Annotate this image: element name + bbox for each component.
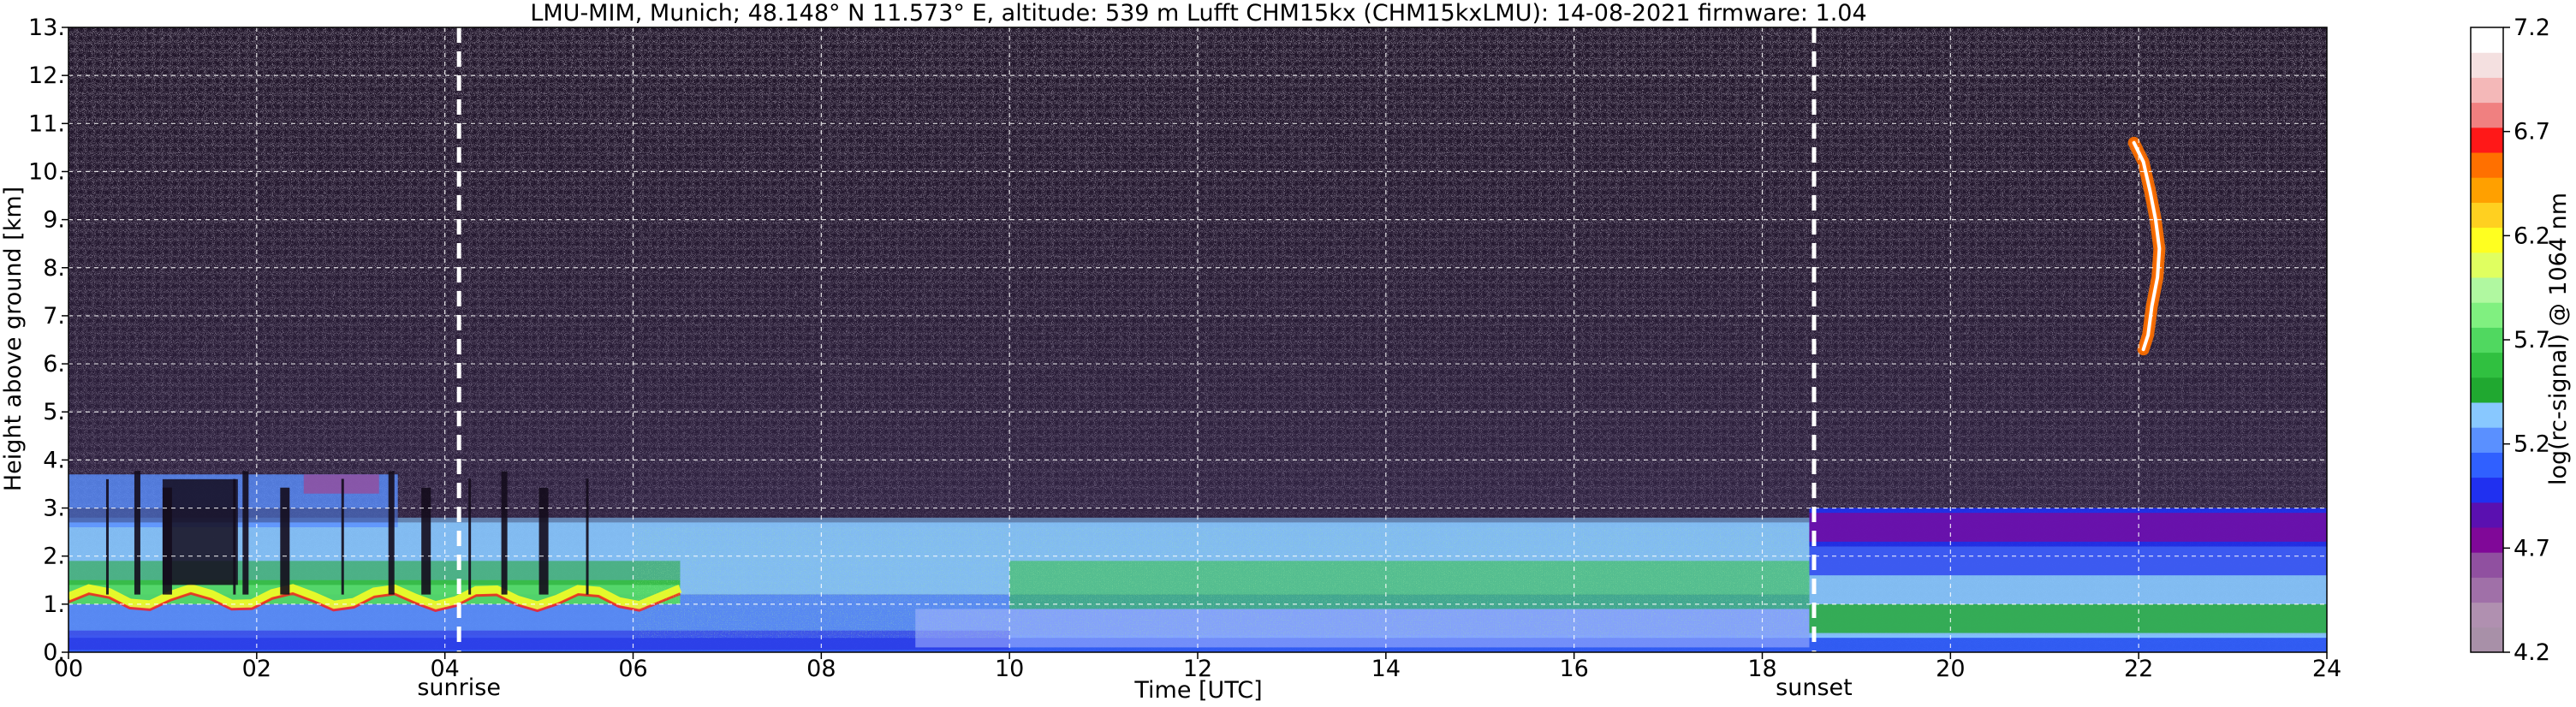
x-tick-label: 18 — [1747, 656, 1776, 682]
colorbar-swatch — [2471, 452, 2503, 478]
cirrus-cloud — [2127, 136, 2166, 356]
y-tick-label: 3. — [43, 496, 65, 522]
colorbar-label: log(rc-signal) @ 1064 nm — [2545, 193, 2572, 485]
y-tick-label: 5. — [43, 399, 65, 425]
x-tick-label: 20 — [1936, 656, 1965, 682]
x-axis-label: Time [UTC] — [1133, 677, 1262, 704]
colorbar-swatch — [2471, 227, 2503, 253]
colorbar-swatch — [2471, 327, 2503, 354]
colorbar-swatch — [2471, 27, 2503, 53]
colorbar-swatch — [2471, 152, 2503, 178]
colorbar-tick-label: 7.2 — [2514, 15, 2550, 41]
colorbar-swatch — [2471, 202, 2503, 229]
colorbar-tick-label: 4.2 — [2514, 639, 2550, 666]
green-noise — [633, 527, 1810, 639]
dark-streak — [162, 478, 238, 585]
x-tick-label: 04 — [430, 656, 459, 682]
chart-title: LMU-MIM, Munich; 48.148° N 11.573° E, al… — [530, 0, 1866, 27]
colorbar-swatch — [2471, 427, 2503, 453]
y-tick-label: 10. — [28, 158, 65, 185]
x-tick-label: 14 — [1371, 656, 1401, 682]
x-tick-label: 24 — [2312, 656, 2341, 682]
colorbar-swatch — [2471, 602, 2503, 628]
colorbar-swatch — [2471, 527, 2503, 553]
colorbar-swatch — [2471, 302, 2503, 328]
x-tick-label: 22 — [2124, 656, 2153, 682]
colorbar-swatch — [2471, 177, 2503, 203]
colorbar-swatch — [2471, 352, 2503, 378]
colorbar-swatch — [2471, 127, 2503, 153]
y-tick-label: 1. — [43, 591, 65, 618]
x-tick-label: 16 — [1559, 656, 1588, 682]
x-tick-label: 00 — [54, 656, 83, 682]
colorbar-swatch — [2471, 52, 2503, 78]
y-tick-label: 0. — [43, 639, 65, 666]
colorbar-tick-label: 6.7 — [2514, 119, 2550, 146]
colorbar-swatch — [2471, 377, 2503, 403]
x-axis: 00 02 04 06 08 10 12 14 16 18 20 22 24 — [54, 652, 2341, 682]
dark-streak — [134, 471, 140, 595]
layer-shading — [1809, 546, 2327, 576]
colorbar: 4.2 4.7 5.2 5.7 6.2 6.7 7.2 — [2470, 15, 2550, 666]
colorbar-swatch — [2471, 77, 2503, 104]
aerosol-band-line — [68, 584, 682, 610]
aerosol-band-edge — [68, 591, 681, 613]
x-tick-label: 02 — [242, 656, 271, 682]
x-tick-label: 06 — [618, 656, 647, 682]
dark-streak — [538, 487, 549, 595]
colorbar-swatch — [2471, 552, 2503, 578]
colorbar-tick-label: 5.7 — [2514, 327, 2550, 354]
y-tick-label: 4. — [43, 447, 65, 473]
layer-shading — [1809, 603, 2327, 633]
cirrus-center — [2132, 140, 2162, 352]
colorbar-swatch — [2471, 102, 2503, 128]
x-tick-label: 12 — [1183, 656, 1212, 682]
y-tick-label: 7. — [43, 303, 65, 330]
colorbar-swatch — [2471, 477, 2503, 503]
colorbar-tick-label: 4.7 — [2514, 535, 2550, 561]
layer-shading — [303, 474, 379, 494]
y-axis: 0. 1. 2. 3. 4. 5. 6. 7. 8. 9. 10. 11. 12. 13. — [28, 15, 68, 666]
grid-lines — [68, 27, 2327, 652]
dark-streak — [388, 471, 395, 595]
dark-streak — [468, 478, 472, 595]
layer-shading — [68, 508, 1810, 523]
x-tick-label: 08 — [806, 656, 836, 682]
colorbar-swatch — [2471, 402, 2503, 428]
x-tick-label: 10 — [995, 656, 1024, 682]
colorbar-swatch — [2471, 277, 2503, 303]
layer-shading — [1809, 513, 2327, 542]
sunset-label: sunset — [1776, 674, 1853, 701]
colorbar-swatch — [2471, 502, 2503, 528]
y-axis-label: Height above ground [km] — [0, 187, 27, 491]
y-tick-label: 13. — [28, 15, 65, 41]
dark-streak — [105, 478, 109, 595]
event-lines: sunrise sunset — [417, 27, 1853, 701]
dark-streak — [501, 471, 508, 595]
y-tick-label: 11. — [28, 110, 65, 137]
colorbar-tick-label: 5.2 — [2514, 431, 2550, 458]
dark-streak — [421, 487, 431, 595]
colorbar-swatch — [2471, 627, 2503, 653]
dark-streak — [242, 471, 249, 595]
dark-streak — [280, 487, 290, 595]
y-tick-label: 6. — [43, 351, 65, 377]
colorbar-swatch — [2471, 577, 2503, 603]
dark-streak — [341, 478, 344, 595]
y-tick-label: 8. — [43, 255, 65, 282]
sunrise-label: sunrise — [417, 674, 501, 701]
colorbar-tick-label: 6.2 — [2514, 223, 2550, 249]
precip-streaks — [105, 471, 589, 595]
colorbar-swatch — [2471, 252, 2503, 278]
y-tick-label: 2. — [43, 544, 65, 570]
dark-streak — [586, 478, 589, 595]
y-tick-label: 9. — [43, 207, 65, 234]
y-tick-label: 12. — [28, 62, 65, 89]
